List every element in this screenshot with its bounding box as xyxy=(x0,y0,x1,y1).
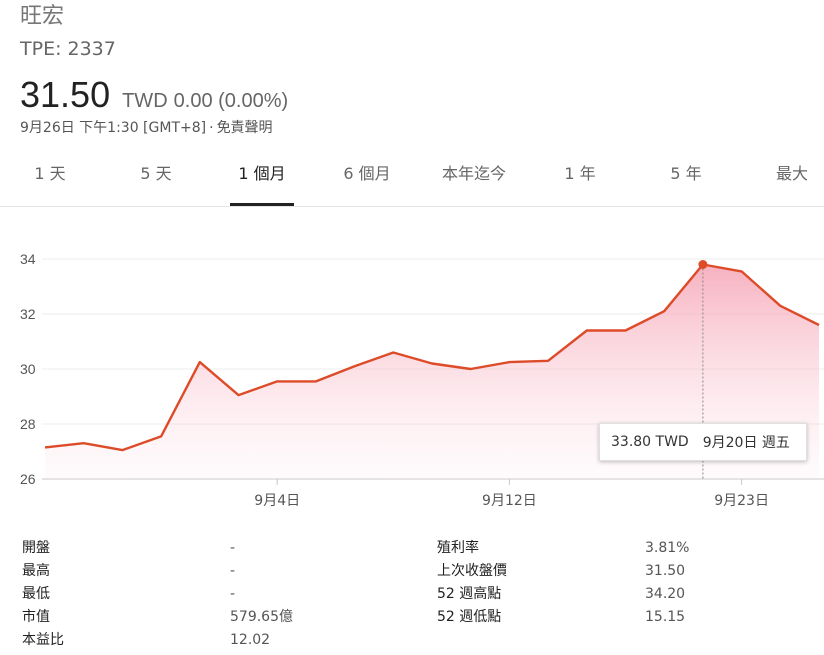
data-point xyxy=(507,360,511,364)
data-point xyxy=(817,323,821,327)
tab-5-year[interactable]: 5 年 xyxy=(670,164,702,183)
stat-value: 12.02 xyxy=(230,632,271,648)
stat-label: 本益比 xyxy=(22,632,64,648)
stat-label: 52 週低點 xyxy=(437,609,502,625)
price-change: 0.00 (0.00%) xyxy=(173,90,289,112)
stat-value: 3.81% xyxy=(645,540,690,556)
stat-value: - xyxy=(230,586,236,602)
currency-label: TWD xyxy=(122,90,168,112)
data-point xyxy=(314,379,318,383)
data-point xyxy=(237,393,241,397)
tab-1-month[interactable]: 1 個月 xyxy=(230,148,294,206)
stat-label: 殖利率 xyxy=(437,540,479,556)
data-point xyxy=(430,362,434,366)
data-point xyxy=(353,364,357,368)
x-tick-label: 9月23日 xyxy=(714,493,769,509)
stat-label: 最高 xyxy=(22,563,50,579)
tab-1-day[interactable]: 1 天 xyxy=(34,164,66,183)
y-tick-label: 32 xyxy=(20,306,36,322)
stock-name: 旺宏 xyxy=(20,4,65,29)
tooltip-value: 33.80 TWD xyxy=(611,434,689,450)
y-tick-label: 30 xyxy=(20,361,36,377)
stat-label: 52 週高點 xyxy=(437,586,502,602)
disclaimer-link[interactable]: 免責聲明 xyxy=(216,120,273,136)
data-point xyxy=(546,359,550,363)
range-tabs: 1 天 5 天 1 個月 6 個月 本年迄今 1 年 5 年 最大 xyxy=(0,148,824,207)
data-point xyxy=(82,441,86,445)
y-tick-label: 34 xyxy=(20,251,36,267)
y-tick-label: 28 xyxy=(20,416,36,432)
stat-value: - xyxy=(230,540,236,556)
stat-value: 31.50 xyxy=(645,563,686,579)
stat-value: 34.20 xyxy=(645,586,686,602)
data-point xyxy=(43,445,47,449)
data-point xyxy=(469,367,473,371)
tab-5-day[interactable]: 5 天 xyxy=(140,164,172,183)
current-price: 31.50 xyxy=(20,74,111,115)
stat-value: - xyxy=(230,563,236,579)
stat-label: 最低 xyxy=(22,586,50,602)
data-point xyxy=(391,351,395,355)
data-point xyxy=(778,304,782,308)
x-tick-label: 9月4日 xyxy=(254,493,300,509)
data-point xyxy=(624,329,628,333)
price-row: 31.50 TWD 0.00 (0.00%) xyxy=(20,74,288,120)
separator: · xyxy=(209,120,214,136)
stat-value: 579.65億 xyxy=(230,609,293,625)
stat-value: 15.15 xyxy=(645,609,686,625)
data-point xyxy=(585,329,589,333)
ticker-symbol: TPE: 2337 xyxy=(20,38,116,60)
price-line xyxy=(44,263,820,452)
tab-ytd[interactable]: 本年迄今 xyxy=(441,164,506,183)
tab-1-year[interactable]: 1 年 xyxy=(564,164,596,183)
data-point xyxy=(120,448,124,452)
data-point xyxy=(159,434,163,438)
chart-tooltip: 33.80 TWD 9月20日 週五 xyxy=(599,423,807,461)
timestamp: 9月26日 下午1:30 [GMT+8] xyxy=(20,120,207,136)
price-chart[interactable]: 26 28 30 32 34 9月4日 9月12日 9月23日 xyxy=(0,207,824,525)
y-tick-label: 26 xyxy=(20,471,36,487)
data-point xyxy=(740,269,744,273)
stat-label: 市值 xyxy=(22,609,50,625)
data-point xyxy=(275,379,279,383)
x-tick-label: 9月12日 xyxy=(482,493,537,509)
data-point xyxy=(198,360,202,364)
tab-max[interactable]: 最大 xyxy=(775,164,808,183)
tooltip-date: 9月20日 週五 xyxy=(702,435,790,451)
data-point xyxy=(662,309,666,313)
highlighted-point xyxy=(698,260,708,269)
tab-6-month[interactable]: 6 個月 xyxy=(343,164,391,183)
timestamp-row: 9月26日 下午1:30 [GMT+8] · 免責聲明 xyxy=(20,118,273,138)
stat-label: 開盤 xyxy=(22,540,50,556)
stat-label: 上次收盤價 xyxy=(437,563,507,579)
